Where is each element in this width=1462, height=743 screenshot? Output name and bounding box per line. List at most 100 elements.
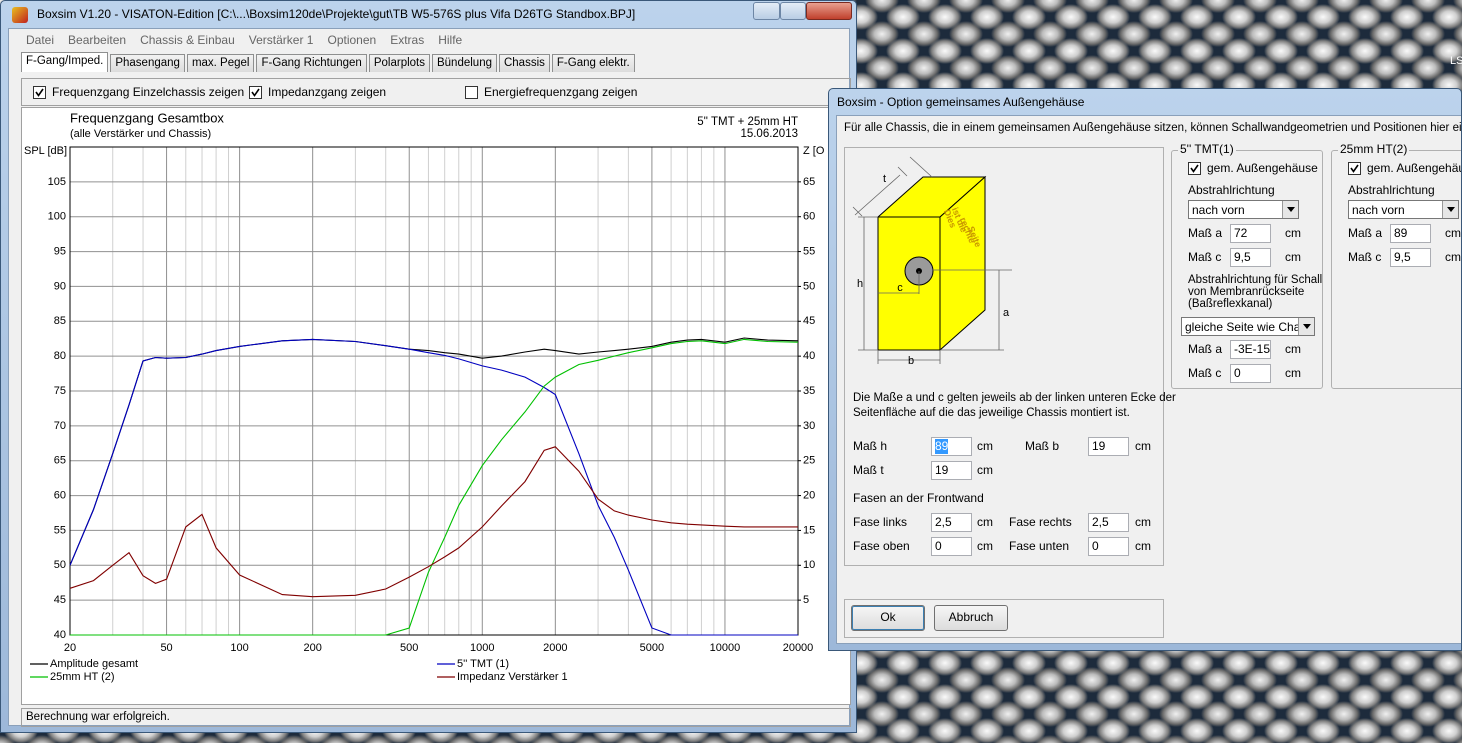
legend-label: Impedanz Verstärker 1 bbox=[457, 671, 568, 683]
input-value: 19 bbox=[1092, 439, 1106, 453]
menu-item[interactable]: Bearbeiten bbox=[68, 33, 127, 47]
combo-arrow[interactable] bbox=[1282, 201, 1298, 218]
y2-tick-label: 55 bbox=[803, 245, 815, 257]
field-label: Fase rechts bbox=[1009, 515, 1072, 529]
field-unit: cm bbox=[1285, 366, 1301, 380]
field-label: von Membranrückseite bbox=[1188, 286, 1305, 298]
button[interactable]: Abbruch bbox=[934, 605, 1008, 631]
field-label: Maß c bbox=[1188, 366, 1222, 380]
tab[interactable]: F-Gang/Imped. bbox=[21, 52, 109, 72]
tab[interactable]: Phasengang bbox=[110, 54, 185, 72]
graphic bbox=[1287, 207, 1295, 212]
tab[interactable]: Polarplots bbox=[368, 54, 430, 72]
field-label: Maß a bbox=[1348, 226, 1383, 240]
group-title: 25mm HT(2) bbox=[1338, 142, 1410, 156]
menu-item[interactable]: Optionen bbox=[327, 33, 377, 47]
tab[interactable]: max. Pegel bbox=[186, 54, 255, 72]
text-input[interactable]: 9,5 bbox=[1390, 248, 1431, 267]
text-input[interactable]: 2,5 bbox=[1088, 513, 1129, 532]
check-mark bbox=[251, 88, 260, 97]
x-tick-label: 5000 bbox=[640, 642, 664, 654]
input-value: 9,5 bbox=[1394, 250, 1411, 264]
menu-item[interactable]: Verstärker 1 bbox=[248, 33, 314, 47]
y-tick-label: 40 bbox=[54, 629, 66, 641]
checkbox[interactable] bbox=[33, 86, 46, 99]
legend-label: 5'' TMT (1) bbox=[457, 658, 509, 670]
field-label: Maß b bbox=[1025, 439, 1060, 453]
intro-text: Für alle Chassis, die in einem gemeinsam… bbox=[844, 122, 1462, 134]
minimize-button[interactable] bbox=[753, 2, 780, 20]
tab[interactable]: F-Gang elektr. bbox=[551, 54, 635, 72]
combo-box[interactable]: gleiche Seite wie Chass bbox=[1181, 317, 1315, 336]
y-tick-label: 90 bbox=[54, 280, 66, 292]
x-tick-label: 500 bbox=[400, 642, 418, 654]
input-value: 0 bbox=[935, 539, 942, 553]
menu-bar: Datei Bearbeiten Chassis & Einbau Verstärke… bbox=[19, 33, 469, 47]
field-unit: cm bbox=[1445, 250, 1461, 264]
tab[interactable]: Chassis bbox=[498, 54, 550, 72]
y2-tick-label: 5 bbox=[803, 594, 809, 606]
tab[interactable]: F-Gang Richtungen bbox=[256, 54, 367, 72]
field-unit: cm bbox=[1285, 226, 1301, 240]
button[interactable]: Ok bbox=[851, 605, 925, 631]
combo-box[interactable]: nach vorn bbox=[1348, 200, 1459, 219]
text-input[interactable]: 0 bbox=[931, 537, 972, 556]
x-tick-label: 10000 bbox=[710, 642, 741, 654]
menu-item[interactable]: Hilfe bbox=[438, 33, 463, 47]
y-tick-label: 95 bbox=[54, 245, 66, 257]
close-button[interactable] bbox=[806, 2, 852, 20]
option-panel: Frequenzgang Einzelchassis zeigen Impedan… bbox=[21, 78, 851, 106]
corner-text: LS bbox=[1450, 55, 1462, 67]
text-input[interactable]: 72 bbox=[1230, 224, 1271, 243]
checkbox-label: gem. Außengehäuse bbox=[1367, 161, 1461, 175]
field-label: Fase unten bbox=[1009, 539, 1070, 553]
graphic bbox=[1190, 164, 1199, 173]
text-input[interactable]: 19 bbox=[931, 461, 972, 480]
chart-header: 5'' TMT + 25mm HT bbox=[697, 116, 798, 128]
plot-frame bbox=[69, 146, 799, 636]
text-input[interactable]: 19 bbox=[1088, 437, 1129, 456]
y2-axis-label: Z [O bbox=[803, 145, 825, 157]
combo-arrow[interactable] bbox=[1298, 318, 1314, 335]
text-input[interactable]: 89 bbox=[1390, 224, 1431, 243]
menu-item[interactable]: Datei bbox=[26, 33, 55, 47]
dimension-line bbox=[858, 216, 878, 351]
series-line bbox=[69, 446, 798, 598]
x-tick-label: 2000 bbox=[543, 642, 567, 654]
input-value: 2,5 bbox=[1092, 515, 1109, 529]
dimension-line bbox=[877, 350, 941, 364]
menu-item[interactable]: Chassis & Einbau bbox=[140, 33, 235, 47]
text-input[interactable]: 0 bbox=[1230, 364, 1271, 383]
y2-tick-label: 25 bbox=[803, 455, 815, 467]
checkbox[interactable] bbox=[1348, 162, 1361, 175]
text-input[interactable]: 0 bbox=[1088, 537, 1129, 556]
tab[interactable]: Bündelung bbox=[431, 54, 497, 72]
note-text: Seitenfläche auf die das jeweilige Chass… bbox=[853, 407, 1130, 419]
y-tick-label: 65 bbox=[54, 455, 66, 467]
field-label: Abstrahlrichtung für Schall bbox=[1188, 274, 1323, 286]
text-input[interactable]: -3E-15 bbox=[1230, 340, 1271, 359]
combo-arrow[interactable] bbox=[1442, 201, 1458, 218]
text-input[interactable]: 9,5 bbox=[1230, 248, 1271, 267]
field-unit: cm bbox=[977, 515, 993, 529]
checkbox[interactable] bbox=[465, 86, 478, 99]
field-label: Maß h bbox=[853, 439, 888, 453]
geometry-panel: t h c b a Dies ist die rechte Seite Die Maße a un… bbox=[844, 147, 1176, 566]
dimension-line bbox=[852, 156, 933, 217]
field-unit: cm bbox=[1285, 250, 1301, 264]
checkbox[interactable] bbox=[1188, 162, 1201, 175]
text-input[interactable]: 89 bbox=[931, 437, 972, 456]
client-area: Datei Bearbeiten Chassis & Einbau Verstärke… bbox=[8, 28, 851, 727]
status-bar: Berechnung war erfolgreich. bbox=[21, 708, 851, 727]
field-unit: cm bbox=[1135, 539, 1151, 553]
dimension-line bbox=[932, 269, 1012, 351]
arrow bbox=[1287, 207, 1295, 212]
series-line bbox=[69, 338, 798, 636]
dimension-label: h bbox=[857, 278, 863, 290]
combo-box[interactable]: nach vorn bbox=[1188, 200, 1299, 219]
text-input[interactable]: 2,5 bbox=[931, 513, 972, 532]
checkbox[interactable] bbox=[249, 86, 262, 99]
menu-item[interactable]: Extras bbox=[390, 33, 425, 47]
chassis-group: 25mm HT(2) gem. Außengehäuse Abstrahlricht… bbox=[1331, 142, 1461, 389]
maximize-button[interactable] bbox=[780, 2, 806, 20]
